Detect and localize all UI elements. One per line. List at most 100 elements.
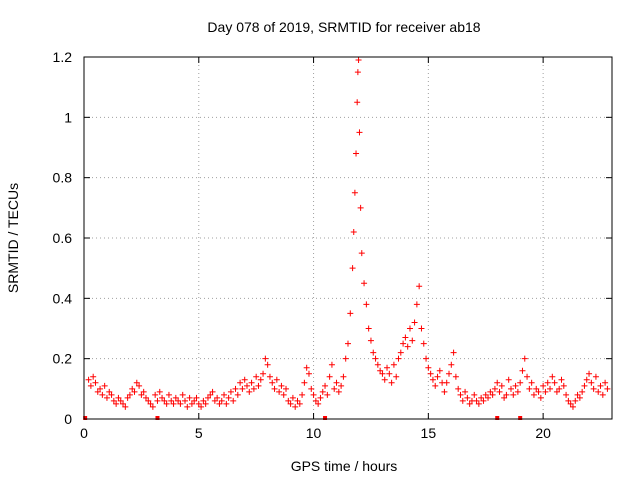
data-point <box>155 416 160 420</box>
data-point <box>184 403 191 410</box>
data-point <box>434 373 441 380</box>
data-point <box>363 301 370 308</box>
data-point <box>250 385 257 392</box>
data-point <box>266 373 273 380</box>
data-point <box>462 388 469 395</box>
data-point <box>551 379 558 386</box>
data-point <box>397 349 404 356</box>
data-point <box>602 379 609 386</box>
data-point <box>241 376 248 383</box>
data-point <box>122 403 129 410</box>
data-point <box>154 397 161 404</box>
data-point <box>365 325 372 332</box>
data-point <box>558 376 565 383</box>
data-point <box>478 394 485 401</box>
data-point <box>255 382 262 389</box>
data-point <box>567 400 574 407</box>
data-point <box>588 379 595 386</box>
data-point <box>221 391 228 398</box>
data-point <box>117 397 124 404</box>
data-point <box>517 379 524 386</box>
data-point <box>90 373 97 380</box>
data-point <box>512 382 519 389</box>
data-point <box>138 391 145 398</box>
data-point <box>264 361 271 368</box>
data-point <box>482 391 489 398</box>
data-point <box>487 388 494 395</box>
data-point <box>156 388 163 395</box>
data-point <box>232 385 239 392</box>
data-point <box>207 391 214 398</box>
data-point <box>283 385 290 392</box>
data-point <box>473 397 480 404</box>
data-point <box>592 373 599 380</box>
data-point <box>595 388 602 395</box>
data-point <box>175 397 182 404</box>
data-point <box>262 355 269 362</box>
data-point <box>379 370 386 377</box>
data-point <box>209 388 216 395</box>
data-point <box>147 400 154 407</box>
data-point <box>340 373 347 380</box>
data-point <box>292 403 299 410</box>
data-point <box>101 382 108 389</box>
data-point <box>243 382 250 389</box>
data-point <box>296 400 303 407</box>
data-point <box>99 391 106 398</box>
data-point <box>186 394 193 401</box>
chart-title: Day 078 of 2019, SRMTID for receiver ab1… <box>207 19 480 35</box>
data-point <box>299 391 306 398</box>
y-tick-label: 0.8 <box>53 170 73 186</box>
data-point <box>124 394 131 401</box>
data-point <box>384 364 391 371</box>
data-point <box>253 373 260 380</box>
data-point <box>113 400 120 407</box>
data-point <box>572 397 579 404</box>
data-point <box>260 370 267 377</box>
data-point <box>248 379 255 386</box>
data-point <box>466 400 473 407</box>
data-point <box>533 385 540 392</box>
data-point <box>168 397 175 404</box>
data-point <box>276 388 283 395</box>
data-point <box>507 385 514 392</box>
data-point <box>354 99 361 106</box>
data-point <box>278 382 285 389</box>
data-point <box>388 379 395 386</box>
data-point <box>287 400 294 407</box>
data-point <box>418 325 425 332</box>
data-point <box>193 394 200 401</box>
data-point <box>216 400 223 407</box>
data-point <box>349 265 356 272</box>
x-tick-label: 0 <box>80 425 88 441</box>
data-point <box>131 388 138 395</box>
data-point <box>179 391 186 398</box>
y-tick-label: 1 <box>64 109 72 125</box>
data-point <box>491 385 498 392</box>
x-tick-label: 15 <box>421 425 437 441</box>
data-point <box>230 397 237 404</box>
data-point <box>599 391 606 398</box>
data-point <box>97 385 104 392</box>
data-point <box>452 373 459 380</box>
data-point <box>159 394 166 401</box>
data-point <box>350 228 357 235</box>
data-point <box>395 355 402 362</box>
data-point <box>579 388 586 395</box>
y-tick-label: 0.2 <box>53 351 73 367</box>
data-point <box>496 388 503 395</box>
data-point <box>326 373 333 380</box>
data-point <box>448 361 455 368</box>
data-point <box>145 397 152 404</box>
data-point <box>317 394 324 401</box>
grid <box>84 57 612 419</box>
data-point <box>429 376 436 383</box>
data-point <box>556 385 563 392</box>
data-point <box>361 280 368 287</box>
data-point <box>521 355 528 362</box>
data-point <box>202 400 209 407</box>
data-point <box>355 57 362 64</box>
data-point <box>225 394 232 401</box>
data-point <box>393 373 400 380</box>
data-point <box>381 376 388 383</box>
